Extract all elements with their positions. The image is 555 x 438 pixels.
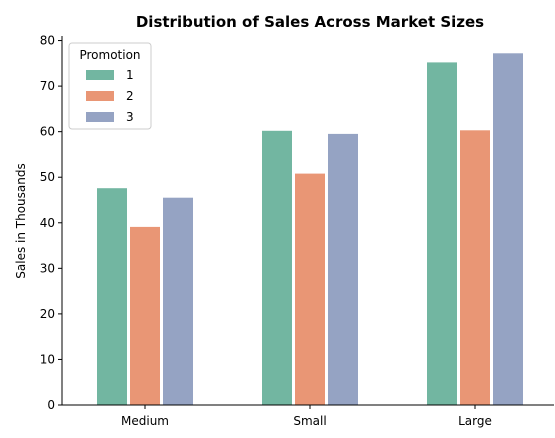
bar-small-promotion-2 xyxy=(295,173,325,405)
legend-label-2: 2 xyxy=(126,89,134,103)
bar-medium-promotion-2 xyxy=(130,226,160,405)
y-tick-label-30: 30 xyxy=(40,261,55,275)
bar-medium-promotion-1 xyxy=(97,188,127,405)
bar-small-promotion-1 xyxy=(262,130,292,406)
bar-large-promotion-2 xyxy=(460,130,490,406)
legend-frame xyxy=(68,42,152,130)
y-tick-label-10: 10 xyxy=(40,352,55,366)
y-axis-label: Sales in Thousands xyxy=(14,163,28,278)
legend: Promotion 1 2 3 xyxy=(68,42,152,130)
x-tick-label-small: Small xyxy=(293,414,326,428)
y-tick-label-70: 70 xyxy=(40,79,55,93)
x-tick-label-large: Large xyxy=(458,414,492,428)
legend-label-1: 1 xyxy=(126,68,134,82)
y-tick-label-80: 80 xyxy=(40,34,55,48)
legend-swatch-3 xyxy=(86,112,114,122)
legend-label-3: 3 xyxy=(126,110,134,124)
plot-area: 0 10 20 30 40 50 60 70 80 Medium Small Large xyxy=(40,34,554,428)
bar-large-promotion-3 xyxy=(493,53,523,406)
bar-medium-promotion-3 xyxy=(163,197,193,405)
bar-large-promotion-1 xyxy=(427,62,457,406)
legend-title: Promotion xyxy=(79,48,140,62)
y-tick-label-0: 0 xyxy=(47,398,55,412)
y-tick-label-20: 20 xyxy=(40,307,55,321)
chart-title: Distribution of Sales Across Market Size… xyxy=(136,13,484,31)
bar-small-promotion-3 xyxy=(328,133,358,405)
y-tick-label-50: 50 xyxy=(40,170,55,184)
legend-swatch-2 xyxy=(86,91,114,101)
x-tick-label-medium: Medium xyxy=(121,414,169,428)
legend-swatch-1 xyxy=(86,70,114,80)
y-tick-label-60: 60 xyxy=(40,125,55,139)
y-tick-label-40: 40 xyxy=(40,216,55,230)
